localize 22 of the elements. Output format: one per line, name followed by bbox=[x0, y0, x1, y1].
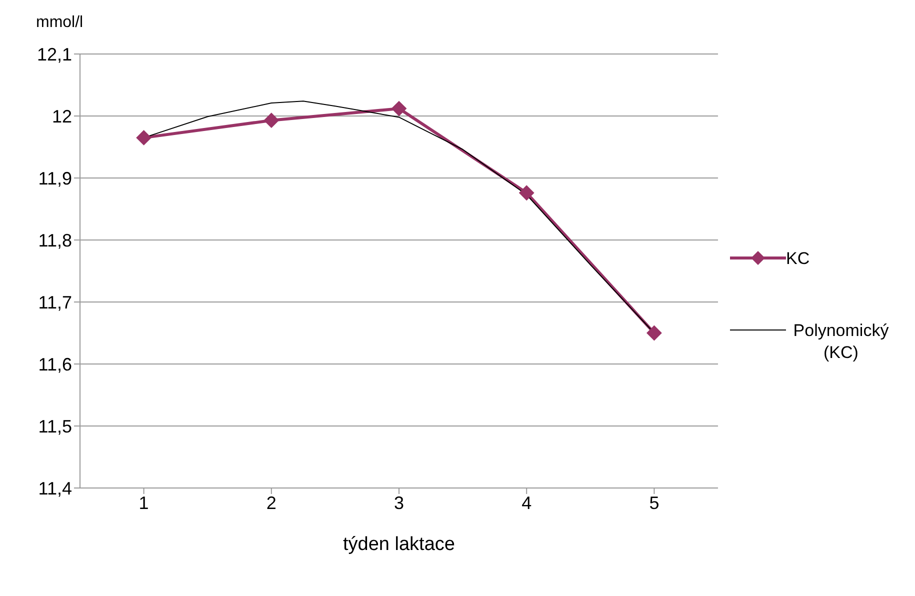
y-tick-label: 11,4 bbox=[38, 478, 72, 498]
legend-label: KC bbox=[786, 248, 810, 270]
legend-label: Polynomický (KC) bbox=[792, 320, 890, 364]
point bbox=[646, 326, 662, 340]
x-tick-label: 4 bbox=[522, 492, 532, 513]
point bbox=[264, 112, 279, 128]
x-tick-label: 1 bbox=[138, 492, 149, 513]
y-tick-label: 11,9 bbox=[38, 168, 72, 188]
y-tick-label: 11,8 bbox=[38, 230, 72, 250]
y-axis-title: mmol/l bbox=[36, 14, 84, 32]
x-axis-title: týden laktace bbox=[343, 534, 455, 555]
point bbox=[519, 185, 534, 200]
y-tick-label: 11,7 bbox=[38, 292, 72, 312]
y-tick-label: 12 bbox=[52, 106, 72, 126]
x-tick-label: 3 bbox=[394, 492, 404, 513]
x-tick-label: 2 bbox=[266, 492, 276, 513]
x-tick-label: 5 bbox=[649, 492, 660, 513]
y-tick-label: 11,6 bbox=[38, 354, 72, 374]
y-tick-label: 11,5 bbox=[38, 416, 72, 436]
y-tick-label: 12,1 bbox=[36, 44, 72, 64]
point bbox=[392, 101, 406, 116]
point bbox=[136, 130, 152, 146]
